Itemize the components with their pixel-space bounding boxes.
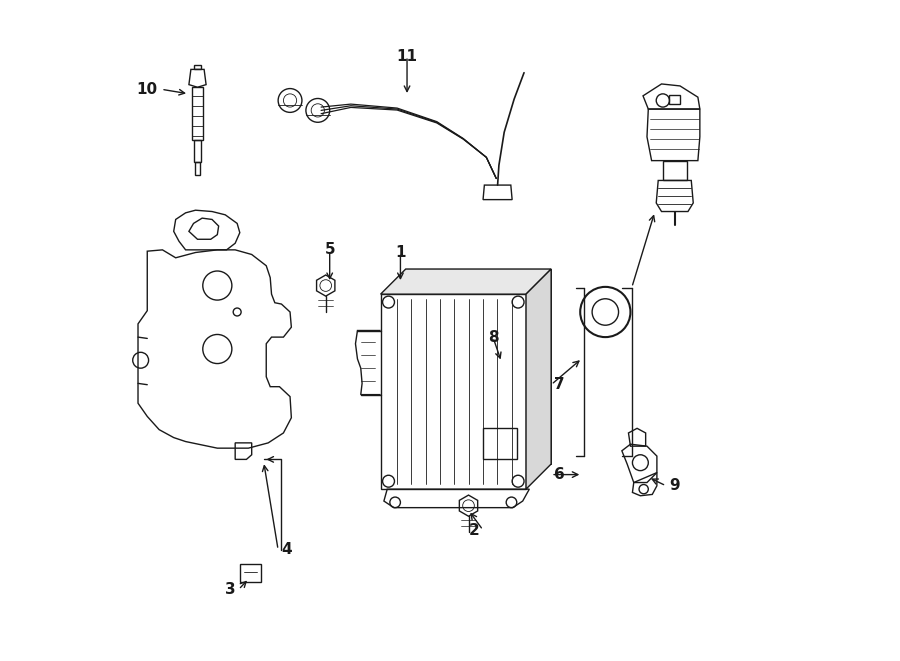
Polygon shape bbox=[406, 269, 551, 464]
Text: 7: 7 bbox=[554, 377, 565, 392]
Text: 10: 10 bbox=[137, 82, 157, 97]
Polygon shape bbox=[381, 269, 551, 294]
Text: 3: 3 bbox=[225, 582, 235, 597]
Text: 4: 4 bbox=[282, 543, 292, 557]
Polygon shape bbox=[381, 294, 526, 489]
Text: 5: 5 bbox=[324, 243, 335, 257]
Polygon shape bbox=[526, 269, 551, 489]
Text: 9: 9 bbox=[670, 479, 680, 493]
Text: 11: 11 bbox=[397, 49, 418, 63]
Text: 1: 1 bbox=[395, 245, 406, 260]
Text: 2: 2 bbox=[469, 523, 480, 537]
Text: 6: 6 bbox=[554, 467, 565, 482]
Text: 8: 8 bbox=[488, 330, 499, 344]
